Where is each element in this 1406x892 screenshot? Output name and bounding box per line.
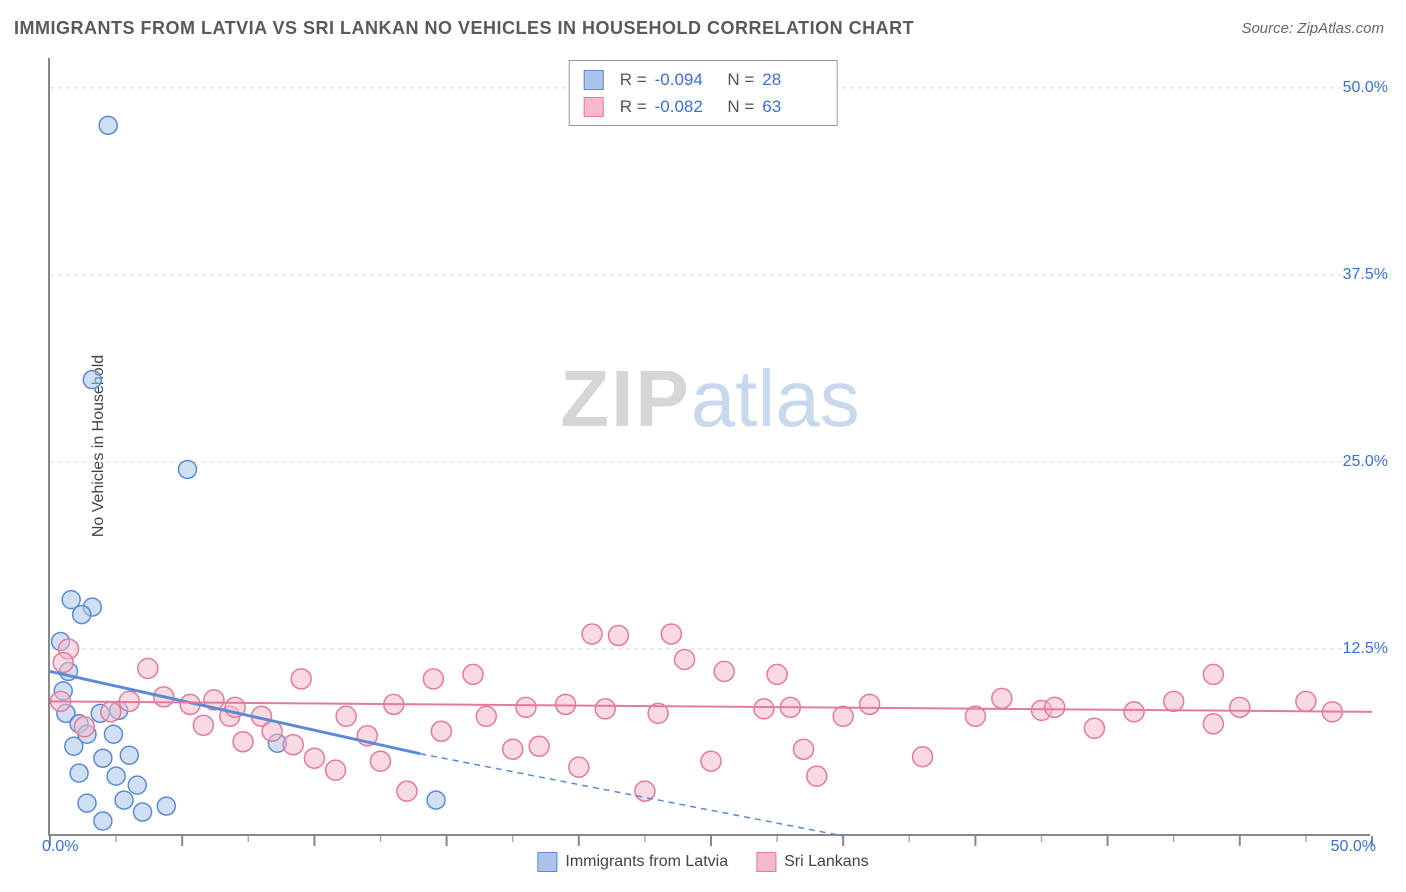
correlation-row-srilanka: R = -0.082 N = 63 [584,93,823,120]
plot-area: ZIPatlas [48,58,1370,836]
legend-item: Immigrants from Latvia [537,852,728,872]
r-value-latvia: -0.094 [655,66,715,93]
x-axis-min-label: 0.0% [42,838,78,856]
y-tick-label: 12.5% [1343,640,1388,658]
legend-swatch [756,852,776,872]
swatch-srilanka [584,97,604,117]
n-value-srilanka: 63 [762,93,822,120]
r-value-srilanka: -0.082 [655,93,715,120]
chart-title: IMMIGRANTS FROM LATVIA VS SRI LANKAN NO … [14,18,914,39]
swatch-latvia [584,70,604,90]
n-value-latvia: 28 [762,66,822,93]
legend-item: Sri Lankans [756,852,869,872]
r-label: R = [620,66,647,93]
scatter-svg [50,58,1372,836]
x-axis-max-label: 50.0% [1331,838,1376,856]
source-attribution: Source: ZipAtlas.com [1241,20,1384,37]
legend-label: Immigrants from Latvia [565,853,728,870]
n-label: N = [723,66,755,93]
y-tick-label: 37.5% [1343,266,1388,284]
correlation-legend: R = -0.094 N = 28 R = -0.082 N = 63 [569,60,838,126]
series-legend: Immigrants from Latvia Sri Lankans [537,852,868,872]
legend-swatch [537,852,557,872]
y-tick-label: 25.0% [1343,453,1388,471]
n-label: N = [723,93,755,120]
legend-label: Sri Lankans [784,853,869,870]
r-label: R = [620,93,647,120]
correlation-row-latvia: R = -0.094 N = 28 [584,66,823,93]
y-tick-label: 50.0% [1343,79,1388,97]
